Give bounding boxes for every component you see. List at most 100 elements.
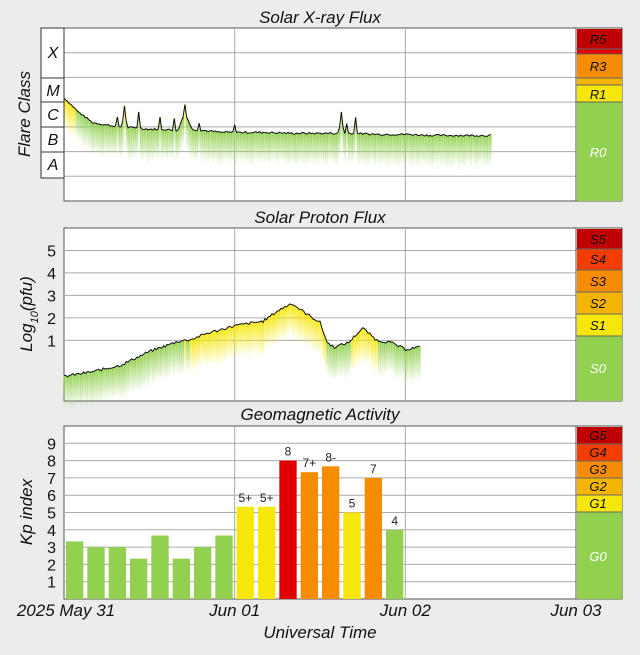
proton-fill-column xyxy=(338,344,341,378)
g0-label: G0 xyxy=(589,549,607,564)
xray-fill-column xyxy=(287,132,289,167)
kp-ytick-label: 9 xyxy=(47,436,56,453)
xray-fill-column xyxy=(410,134,412,168)
proton-fill-column xyxy=(411,347,414,382)
xray-fill-column xyxy=(443,134,446,166)
xray-fill-column xyxy=(200,131,202,163)
proton-fill-column xyxy=(178,342,181,375)
proton-fill-column xyxy=(271,313,273,349)
xray-fill-column xyxy=(237,132,240,161)
xray-fill-column xyxy=(205,130,208,162)
proton-fill-column xyxy=(399,345,401,379)
proton-fill-column xyxy=(161,348,163,380)
xray-fill-column xyxy=(251,132,254,167)
proton-fill-column xyxy=(392,342,394,375)
proton-fill-column xyxy=(303,311,305,346)
xray-fill-column xyxy=(111,125,113,155)
s4-label: S4 xyxy=(590,252,606,267)
proton-fill-column xyxy=(194,338,197,371)
x-tick-label: Jun 02 xyxy=(379,601,432,620)
proton-fill-column xyxy=(257,322,259,355)
proton-fill-column xyxy=(186,340,188,372)
proton-fill-column xyxy=(301,309,304,341)
xray-fill-column xyxy=(258,131,261,163)
xray-fill-column xyxy=(306,134,309,167)
xray-fill-column xyxy=(143,129,145,160)
xray-fill-column xyxy=(122,121,124,153)
xray-fill-column xyxy=(312,133,314,165)
kp-bar xyxy=(300,472,318,599)
kp-bar-label: 5 xyxy=(349,497,356,511)
xray-fill-column xyxy=(378,133,380,167)
proton-fill-column xyxy=(212,330,215,366)
xray-fill-column xyxy=(273,132,275,163)
proton-fill-column xyxy=(97,369,99,405)
xray-fill-column xyxy=(434,134,437,164)
proton-fill-column xyxy=(230,327,233,359)
xray-fill-column xyxy=(171,130,174,162)
xray-fill-column xyxy=(459,135,462,165)
xray-fill-column xyxy=(114,125,117,158)
proton-fill-column xyxy=(383,342,385,376)
xray-fill-column xyxy=(175,131,177,161)
xray-fill-column xyxy=(170,129,172,159)
proton-fill-column xyxy=(136,357,138,392)
proton-fill-column xyxy=(82,371,85,402)
xray-fill-column xyxy=(210,130,213,163)
xray-fill-column xyxy=(379,135,382,165)
xray-fill-column xyxy=(209,130,211,162)
proton-fill-column xyxy=(72,373,74,409)
proton-fill-column xyxy=(255,322,257,354)
xray-fill-column xyxy=(484,136,487,168)
proton-fill-column xyxy=(221,328,224,365)
proton-fill-column xyxy=(216,331,218,367)
proton-fill-column xyxy=(324,337,327,372)
xray-fill-column xyxy=(429,135,432,167)
xray-fill-column xyxy=(150,129,153,160)
xray-fill-column xyxy=(342,127,345,158)
xray-fill-column xyxy=(474,136,476,166)
proton-fill-column xyxy=(298,308,300,345)
proton-fill-column xyxy=(310,316,313,349)
xray-fill-column xyxy=(322,133,325,168)
proton-fill-column xyxy=(289,303,291,335)
proton-fill-column xyxy=(118,366,121,398)
kp-bar xyxy=(87,547,105,599)
proton-fill-column xyxy=(171,342,174,374)
xray-fill-column xyxy=(138,111,140,143)
kp-ytick-label: 7 xyxy=(47,471,56,488)
proton-fill-column xyxy=(418,345,421,382)
xray-fill-column xyxy=(383,135,385,165)
xray-fill-column xyxy=(162,129,165,159)
xray-fill-column xyxy=(395,135,398,166)
xray-fill-column xyxy=(255,131,257,161)
xray-fill-column xyxy=(141,129,144,163)
proton-fill-column xyxy=(91,371,94,407)
proton-fill-column xyxy=(209,333,211,365)
xray-fill-column xyxy=(358,133,361,166)
kp-bar xyxy=(343,512,361,599)
xray-fill-column xyxy=(475,135,478,170)
xray-fill-column xyxy=(420,134,423,163)
proton-fill-column xyxy=(315,320,318,353)
proton-fill-column xyxy=(66,376,69,409)
proton-fill-column xyxy=(226,327,229,360)
proton-fill-column xyxy=(134,359,137,391)
xray-fill-column xyxy=(321,134,323,163)
kp-ytick-label: 8 xyxy=(47,454,56,471)
xray-fill-column xyxy=(235,132,238,167)
xray-fill-column xyxy=(283,132,286,164)
proton-fill-column xyxy=(385,343,387,376)
xray-fill-column xyxy=(178,126,181,155)
proton-fill-column xyxy=(68,375,71,410)
xray-fill-column xyxy=(194,130,197,164)
xray-fill-column xyxy=(422,135,425,165)
xray-fill-column xyxy=(173,118,176,149)
kp-bar xyxy=(151,535,169,599)
proton-fill-column xyxy=(306,314,309,349)
proton-fill-column xyxy=(202,334,204,365)
xray-fill-column xyxy=(186,117,188,150)
xray-fill-column xyxy=(230,132,233,163)
